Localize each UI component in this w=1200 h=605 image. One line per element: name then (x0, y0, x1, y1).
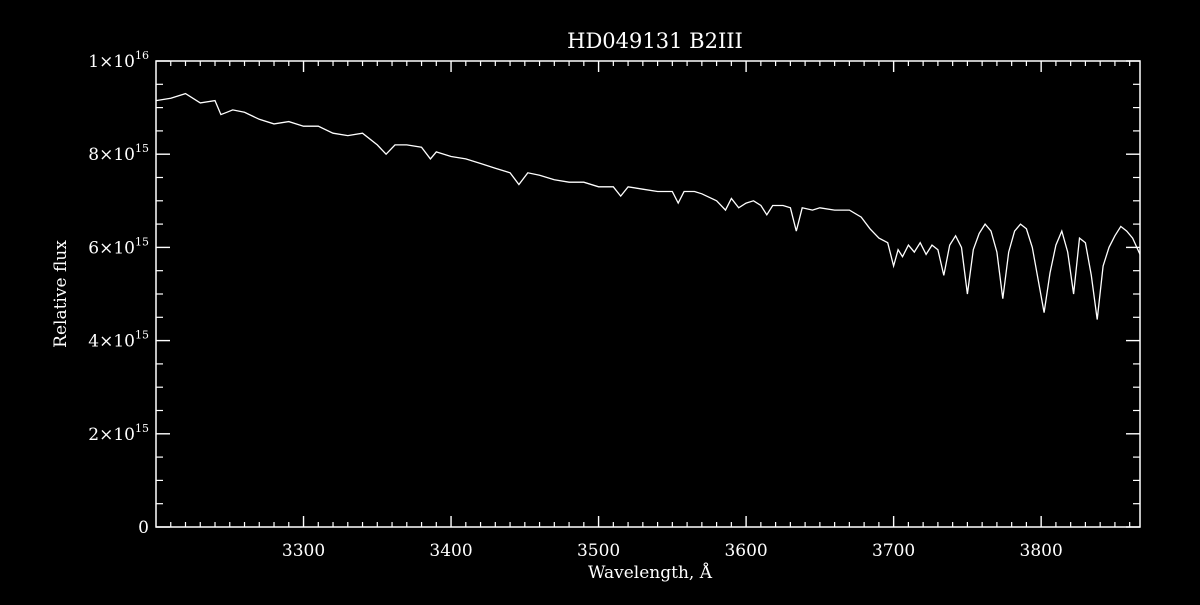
y-tick-label: 4×1015 (88, 329, 149, 352)
y-tick-mantissa: 6×10 (88, 238, 135, 258)
y-tick-exponent: 16 (135, 49, 149, 62)
y-tick-mantissa: 2×10 (88, 425, 135, 445)
x-tick-label: 3400 (429, 541, 472, 561)
y-tick-mantissa: 1×10 (88, 52, 135, 72)
y-tick-exponent: 15 (135, 142, 149, 155)
minor-ticks (156, 61, 1140, 527)
y-axis-label: Relative flux (51, 240, 71, 348)
x-tick-label: 3300 (282, 541, 325, 561)
y-tick-label: 6×1015 (88, 235, 149, 258)
y-tick-label: 2×1015 (88, 422, 149, 445)
y-tick-mantissa: 4×10 (88, 332, 135, 352)
y-tick-exponent: 15 (135, 422, 149, 435)
x-tick-label: 3700 (872, 541, 915, 561)
y-tick-exponent: 15 (135, 329, 149, 342)
x-tick-label: 3500 (577, 541, 620, 561)
y-tick-label: 0 (138, 518, 149, 538)
y-tick-exponent: 15 (135, 235, 149, 248)
x-axis-label: Wavelength, Å (588, 562, 713, 583)
plot-frame (155, 60, 1141, 528)
y-tick-mantissa: 8×10 (88, 145, 135, 165)
spectrum-series-line (155, 92, 1141, 320)
y-tick-label: 8×1015 (88, 142, 149, 165)
x-tick-label: 3600 (724, 541, 767, 561)
y-tick-mantissa: 0 (138, 518, 149, 538)
chart-title: HD049131 B2III (567, 29, 743, 53)
x-tick-label: 3800 (1020, 541, 1063, 561)
x-axis: 3300 3400 3500 3600 3700 3800 (282, 61, 1063, 561)
y-tick-label: 1×1016 (88, 49, 149, 72)
